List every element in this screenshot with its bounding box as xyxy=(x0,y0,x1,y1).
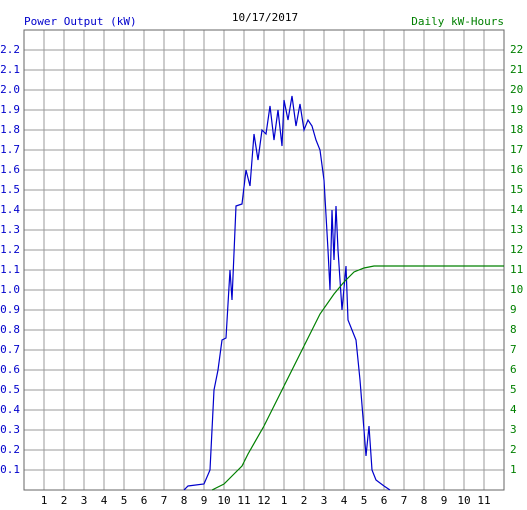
y2-tick-label: 7 xyxy=(510,343,517,356)
y-tick-label: 2.1 xyxy=(0,63,20,76)
x-tick-label: 1 xyxy=(41,494,48,507)
y2-tick-label: 18 xyxy=(510,123,523,136)
y2-tick-label: 10 xyxy=(510,283,523,296)
y-tick-label: 0.5 xyxy=(0,383,20,396)
series-line xyxy=(211,265,504,491)
y-tick-label: 0.1 xyxy=(0,463,20,476)
plot-border xyxy=(23,29,505,491)
x-tick-label: 9 xyxy=(201,494,208,507)
y-tick-label: 2.0 xyxy=(0,83,20,96)
y-tick-label: 1.4 xyxy=(0,203,20,216)
x-tick-label: 6 xyxy=(141,494,148,507)
x-tick-label: 12 xyxy=(257,494,270,507)
x-tick-label: 7 xyxy=(161,494,168,507)
x-tick-label: 8 xyxy=(181,494,188,507)
y2-tick-label: 4 xyxy=(510,403,517,416)
series-line xyxy=(183,95,391,491)
y-tick-label: 0.2 xyxy=(0,443,20,456)
y-tick-label: 1.9 xyxy=(0,103,20,116)
y-tick-label: 1.8 xyxy=(0,123,20,136)
y-tick-label: 1.3 xyxy=(0,223,20,236)
x-tick-label: 2 xyxy=(61,494,68,507)
y2-tick-label: 1 xyxy=(510,463,517,476)
x-tick-label: 4 xyxy=(101,494,108,507)
x-tick-label: 9 xyxy=(441,494,448,507)
y-tick-label: 1.1 xyxy=(0,263,20,276)
x-tick-label: 8 xyxy=(421,494,428,507)
y2-tick-label: 21 xyxy=(510,63,523,76)
y-tick-label: 1.5 xyxy=(0,183,20,196)
x-tick-label: 5 xyxy=(121,494,128,507)
x-tick-label: 10 xyxy=(217,494,230,507)
x-tick-label: 3 xyxy=(321,494,328,507)
y-tick-label: 0.7 xyxy=(0,343,20,356)
y2-tick-label: 16 xyxy=(510,163,523,176)
y2-tick-label: 22 xyxy=(510,43,523,56)
y2-tick-label: 6 xyxy=(510,363,517,376)
y-tick-label: 1.2 xyxy=(0,243,20,256)
y-tick-label: 0.8 xyxy=(0,323,20,336)
y2-tick-label: 14 xyxy=(510,203,524,216)
x-tick-label: 1 xyxy=(281,494,288,507)
x-tick-label: 2 xyxy=(301,494,308,507)
y-tick-label: 2.2 xyxy=(0,43,20,56)
y2-tick-label: 19 xyxy=(510,103,523,116)
x-tick-label: 11 xyxy=(237,494,250,507)
chart-title: 10/17/2017 xyxy=(232,11,298,24)
y-tick-label: 1.7 xyxy=(0,143,20,156)
y-axis-label: Power Output (kW) xyxy=(24,15,137,28)
y2-tick-label: 12 xyxy=(510,243,523,256)
x-tick-label: 6 xyxy=(381,494,388,507)
x-tick-label: 7 xyxy=(401,494,408,507)
y2-tick-label: 20 xyxy=(510,83,523,96)
y-tick-label: 0.9 xyxy=(0,303,20,316)
y2-tick-label: 8 xyxy=(510,323,517,336)
y2-tick-label: 5 xyxy=(510,383,517,396)
y2-tick-label: 9 xyxy=(510,303,517,316)
y2-tick-label: 2 xyxy=(510,443,517,456)
y2-tick-label: 11 xyxy=(510,263,523,276)
y-tick-label: 1.6 xyxy=(0,163,20,176)
y-tick-label: 0.3 xyxy=(0,423,20,436)
y2-tick-label: 15 xyxy=(510,183,523,196)
x-tick-label: 4 xyxy=(341,494,348,507)
y-tick-label: 0.4 xyxy=(0,403,20,416)
x-tick-label: 11 xyxy=(477,494,490,507)
y2-tick-label: 17 xyxy=(510,143,523,156)
x-tick-label: 5 xyxy=(361,494,368,507)
x-tick-label: 3 xyxy=(81,494,88,507)
y2-tick-label: 3 xyxy=(510,423,517,436)
y-tick-label: 1.0 xyxy=(0,283,20,296)
y2-tick-label: 13 xyxy=(510,223,523,236)
x-tick-label: 10 xyxy=(457,494,470,507)
y2-axis-label: Daily kW-Hours xyxy=(411,15,504,28)
y-tick-label: 0.6 xyxy=(0,363,20,376)
